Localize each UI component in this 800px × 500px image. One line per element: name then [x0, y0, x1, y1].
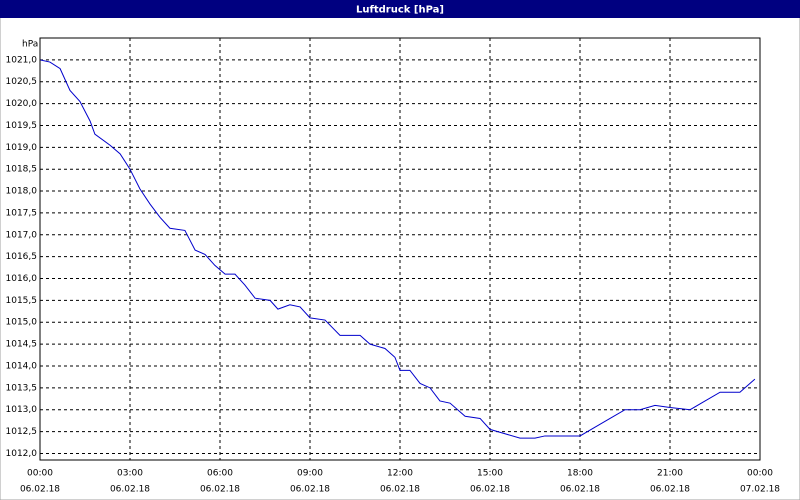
y-unit: hPa	[22, 40, 38, 50]
x-tick-label: 12:00	[387, 469, 413, 479]
y-tick-label: 1014,0	[6, 361, 38, 371]
y-tick-label: 1017,0	[6, 230, 38, 240]
x-tick-label: 00:00	[747, 469, 773, 479]
y-tick-label: 1012,0	[6, 449, 38, 459]
y-tick-label: 1020,5	[6, 77, 38, 87]
plot-frame	[39, 37, 761, 461]
x-tick-label: 18:00	[567, 469, 593, 479]
y-tick-label: 1015,0	[6, 318, 38, 328]
chart-title: Luftdruck [hPa]	[356, 5, 444, 16]
x-tick-date: 06.02.18	[200, 485, 240, 495]
x-tick-date: 07.02.18	[740, 485, 780, 495]
x-tick-label: 00:00	[27, 469, 53, 479]
x-tick-date: 06.02.18	[290, 485, 330, 495]
x-tick-date: 06.02.18	[560, 485, 600, 495]
y-tick-label: 1017,5	[6, 208, 38, 218]
x-tick-label: 06:00	[207, 469, 233, 479]
y-tick-label: 1013,5	[6, 383, 38, 393]
x-tick-date: 06.02.18	[650, 485, 690, 495]
x-tick-date: 06.02.18	[110, 485, 150, 495]
x-tick-label: 09:00	[297, 469, 323, 479]
y-tick-label: 1019,0	[6, 143, 38, 153]
x-tick-date: 06.02.18	[470, 485, 510, 495]
y-tick-label: 1018,5	[6, 165, 38, 175]
y-tick-label: 1021,0	[6, 55, 38, 65]
y-tick-label: 1019,5	[6, 121, 38, 131]
x-tick-date: 06.02.18	[380, 485, 420, 495]
y-tick-label: 1016,5	[6, 252, 38, 262]
data-line	[39, 59, 756, 439]
y-tick-label: 1018,0	[6, 187, 38, 197]
x-tick-label: 21:00	[657, 469, 683, 479]
x-tick-label: 03:00	[117, 469, 143, 479]
y-tick-label: 1020,0	[6, 99, 38, 109]
y-tick-label: 1016,0	[6, 274, 38, 284]
x-tick-date: 06.02.18	[20, 485, 60, 495]
y-tick-label: 1013,0	[6, 405, 38, 415]
x-tick-label: 15:00	[477, 469, 503, 479]
y-tick-label: 1015,5	[6, 296, 38, 306]
y-tick-label: 1014,5	[6, 340, 38, 350]
title-bar	[0, 0, 800, 18]
y-tick-label: 1012,5	[6, 427, 38, 437]
